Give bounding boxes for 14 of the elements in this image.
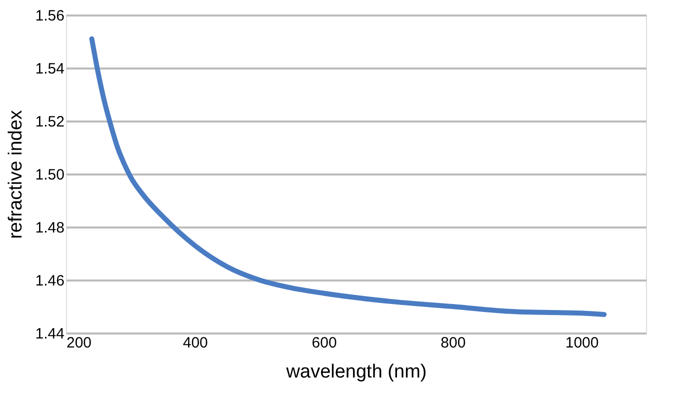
x-tick-label: 1000	[565, 334, 599, 352]
x-tick-label: 600	[312, 334, 337, 352]
x-tick-label: 400	[182, 334, 208, 352]
x-axis-title: wavelength (nm)	[285, 362, 427, 382]
y-tick-label: 1.52	[35, 114, 64, 130]
x-tick-label: 200	[66, 334, 92, 352]
y-tick-label: 1.44	[35, 326, 64, 342]
y-tick-label: 1.50	[35, 166, 64, 184]
y-tick-label: 1.54	[35, 60, 64, 78]
x-tick-label: 800	[440, 334, 466, 352]
y-tick-label: 1.48	[35, 220, 64, 236]
y-tick-label: 1.46	[35, 272, 64, 290]
y-tick-label: 1.56	[35, 8, 64, 24]
y-axis-title: refractive index	[5, 110, 26, 239]
